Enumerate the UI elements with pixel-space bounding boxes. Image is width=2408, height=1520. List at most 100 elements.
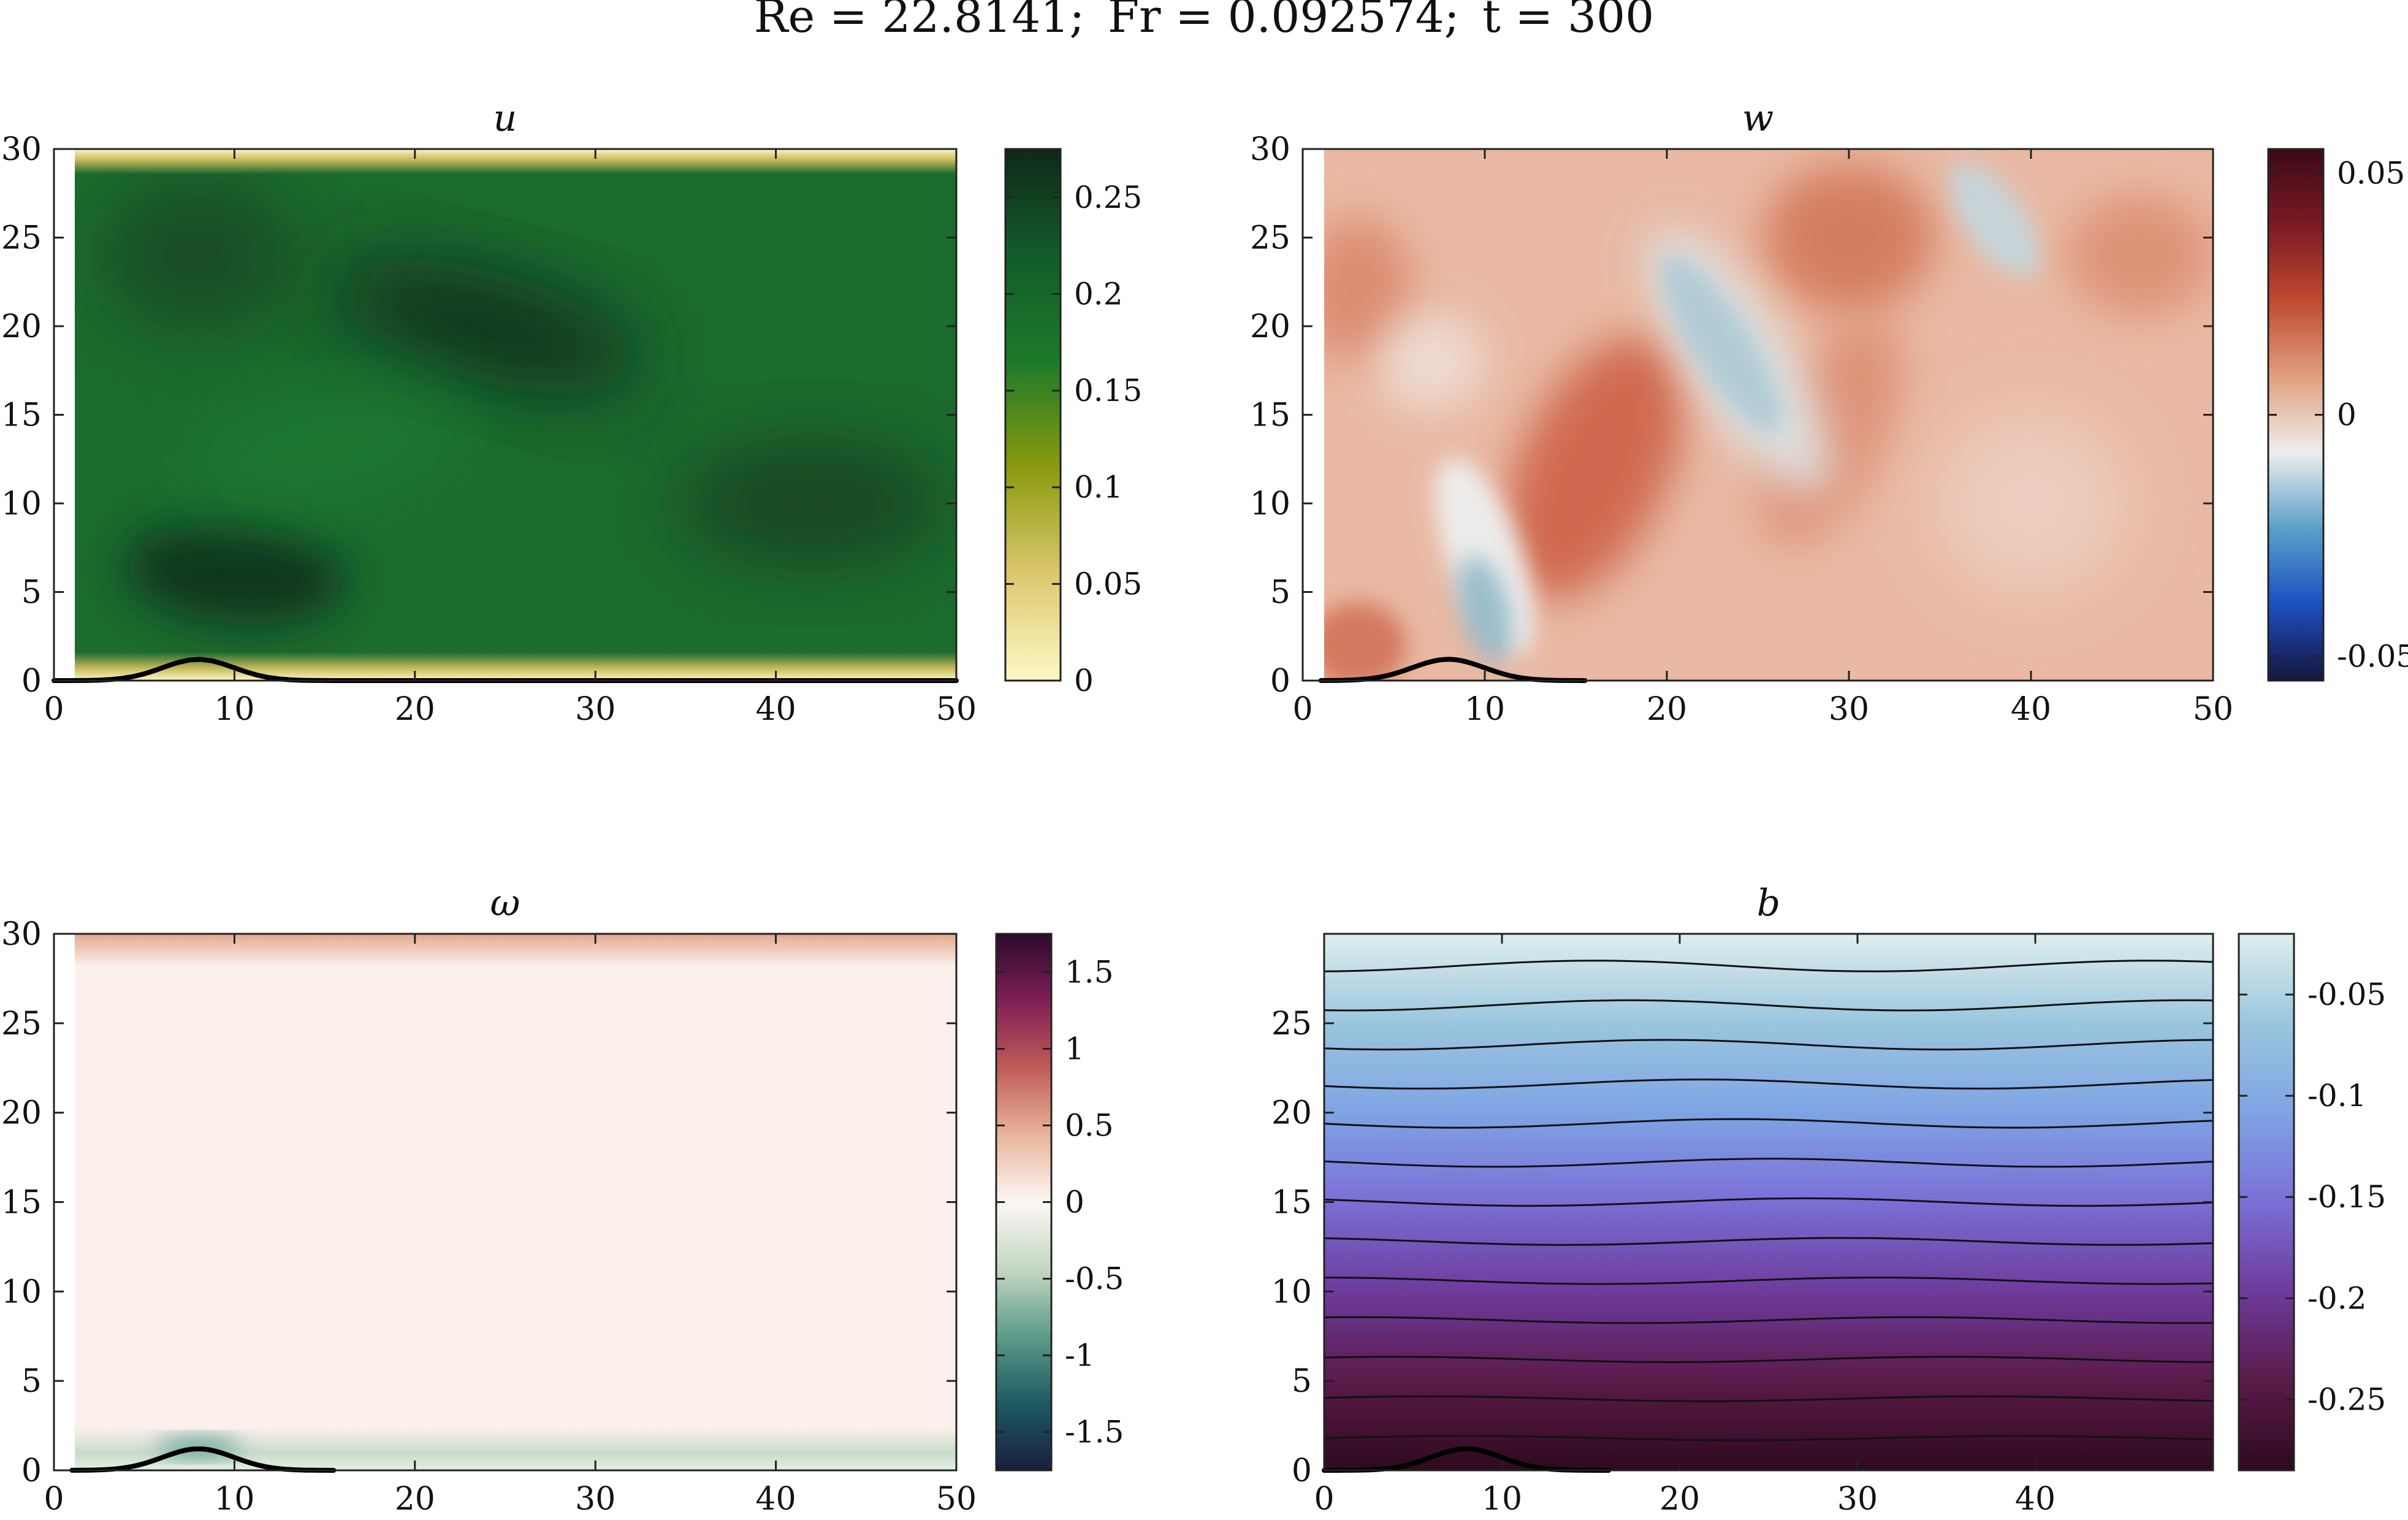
b-background — [1324, 934, 2213, 1470]
w-red-right — [2067, 194, 2213, 317]
colorbar-tick-label: 0 — [2337, 397, 2357, 433]
colorbar-tick-label: 0.05 — [2337, 155, 2405, 191]
x-tick-label: 10 — [214, 1481, 254, 1518]
y-tick-label: 15 — [1, 397, 42, 434]
x-tick-label: 30 — [1829, 691, 1869, 728]
w-red-top — [1763, 164, 1935, 311]
y-tick-label: 25 — [1271, 1006, 1312, 1042]
panel-title: u — [493, 97, 517, 140]
x-tick-label: 50 — [936, 691, 977, 728]
colorbar-tick-label: -1.5 — [1065, 1415, 1124, 1450]
w-red-corner — [1324, 602, 1407, 681]
b-contour-line — [1324, 1395, 2213, 1402]
y-tick-label: 20 — [1271, 1095, 1312, 1132]
y-tick-label: 25 — [1, 1006, 42, 1042]
x-tick-label: 50 — [2193, 691, 2233, 728]
y-tick-label: 15 — [1, 1185, 42, 1221]
u-light-band — [179, 390, 470, 511]
panel-3: 0 10 20 30 40 0 5 10 15 20 25 b -0.25 -0.2 -0.15 -0.1 -0… — [1271, 882, 2386, 1518]
u-top-layer — [75, 149, 956, 174]
panel-0: 0 10 20 30 40 50 0 5 10 15 20 25 30 u 0 0.05 0.1 0.15 0.2 0… — [1, 97, 1143, 728]
y-tick-label: 30 — [1250, 131, 1290, 168]
y-tick-label: 25 — [1250, 220, 1290, 257]
b-contour-line — [1324, 1316, 2213, 1324]
x-tick-label: 40 — [2015, 1481, 2056, 1518]
y-tick-label: 5 — [21, 1363, 42, 1400]
colorbar — [2238, 933, 2295, 1472]
x-tick-label: 20 — [395, 1481, 435, 1518]
colorbar-tick-label: 0.5 — [1065, 1108, 1114, 1144]
colorbar-tick-label: 0.2 — [1074, 276, 1123, 311]
b-contour-line — [1324, 1237, 2213, 1246]
b-contour-line — [1324, 1435, 2213, 1442]
panel-title: b — [1757, 882, 1780, 925]
colorbar-tick-label: 0.25 — [1074, 180, 1142, 215]
x-tick-label: 0 — [44, 691, 64, 728]
heatmap-field-0 — [75, 149, 956, 681]
b-contour-line — [1324, 999, 2213, 1012]
colorbar-tick-label: -1 — [1065, 1338, 1095, 1373]
heatmap-field-1 — [1324, 149, 2213, 681]
x-tick-label: 40 — [2011, 691, 2051, 728]
u-dark-band — [332, 259, 642, 394]
x-tick-label: 0 — [1314, 1481, 1334, 1518]
y-tick-label: 20 — [1250, 308, 1290, 345]
colorbar — [1004, 148, 1062, 682]
colorbar-tick-label: -0.5 — [1065, 1261, 1124, 1297]
heatmap-field-2 — [75, 934, 956, 1470]
x-tick-label: 40 — [756, 1481, 796, 1518]
y-tick-label: 0 — [1292, 1453, 1312, 1489]
colorbar-tick-label: -0.15 — [2307, 1179, 2386, 1215]
x-tick-label: 50 — [936, 1481, 977, 1518]
x-tick-label: 10 — [1465, 691, 1505, 728]
w-pale-left — [1374, 312, 1485, 411]
x-tick-label: 30 — [575, 1481, 615, 1518]
y-tick-label: 0 — [21, 1453, 42, 1489]
colorbar-tick-label: 1.5 — [1065, 955, 1114, 990]
y-tick-label: 15 — [1250, 397, 1290, 434]
x-tick-label: 20 — [1659, 1481, 1700, 1518]
b-contour-line — [1324, 960, 2213, 972]
figure-suptitle: Re = 22.8141; Fr = 0.092574; t = 300 — [754, 0, 1654, 43]
w-white-lower — [1435, 457, 1534, 655]
b-contour-line — [1324, 1118, 2213, 1129]
w-blue-lower — [1457, 556, 1513, 663]
colorbar-tick-label: 0 — [1074, 663, 1094, 698]
colorbar-tick-label: 0.1 — [1074, 470, 1123, 505]
y-tick-label: 20 — [1, 1095, 42, 1132]
u-bottom-layer — [75, 652, 956, 681]
y-tick-label: 10 — [1250, 486, 1290, 522]
y-tick-label: 10 — [1271, 1274, 1312, 1310]
u-dark-upper-left — [100, 181, 297, 329]
omega-background — [75, 934, 956, 1470]
w-pale-right — [1933, 411, 2129, 595]
b-contour-line — [1324, 1079, 2213, 1090]
panel-title: w — [1742, 97, 1774, 140]
y-tick-label: 10 — [1, 486, 42, 522]
y-tick-label: 30 — [1, 131, 42, 168]
y-tick-label: 5 — [1292, 1363, 1312, 1400]
panel-1: 0 10 20 30 40 50 0 5 10 15 20 25 30 w -0.05 0 0.05 — [1250, 97, 2408, 728]
y-tick-label: 0 — [1270, 663, 1290, 700]
y-tick-label: 15 — [1271, 1185, 1312, 1221]
suptitle-re: Re = 22.8141; — [754, 0, 1085, 43]
suptitle-t: t = 300 — [1482, 0, 1654, 43]
y-tick-label: 5 — [1270, 575, 1290, 611]
y-tick-label: 30 — [1, 916, 42, 953]
w-blue-band — [1660, 254, 1783, 434]
x-tick-label: 40 — [756, 691, 796, 728]
omega-top-layer — [75, 934, 956, 966]
b-contour-line — [1324, 1197, 2213, 1207]
x-tick-label: 20 — [395, 691, 435, 728]
heatmap-field-3 — [1324, 934, 2213, 1470]
b-contour-line — [1324, 1356, 2213, 1363]
y-tick-label: 0 — [21, 663, 42, 700]
colorbar-tick-label: 1 — [1065, 1031, 1084, 1067]
colorbar-tick-label: 0.15 — [1074, 373, 1142, 408]
colorbar-tick-label: 0 — [1065, 1185, 1084, 1220]
y-tick-label: 20 — [1, 308, 42, 345]
colorbar-tick-label: -0.25 — [2307, 1381, 2386, 1417]
x-tick-label: 10 — [214, 691, 254, 728]
x-tick-label: 30 — [575, 691, 615, 728]
